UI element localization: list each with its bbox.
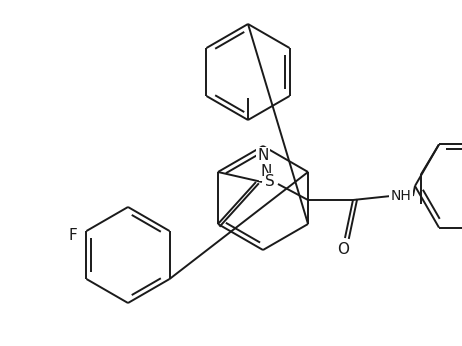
Text: O: O [337, 243, 349, 257]
Text: S: S [265, 174, 275, 190]
Text: N: N [257, 148, 269, 164]
Text: N: N [260, 164, 272, 180]
Text: F: F [68, 228, 77, 243]
Text: NH: NH [390, 189, 411, 203]
